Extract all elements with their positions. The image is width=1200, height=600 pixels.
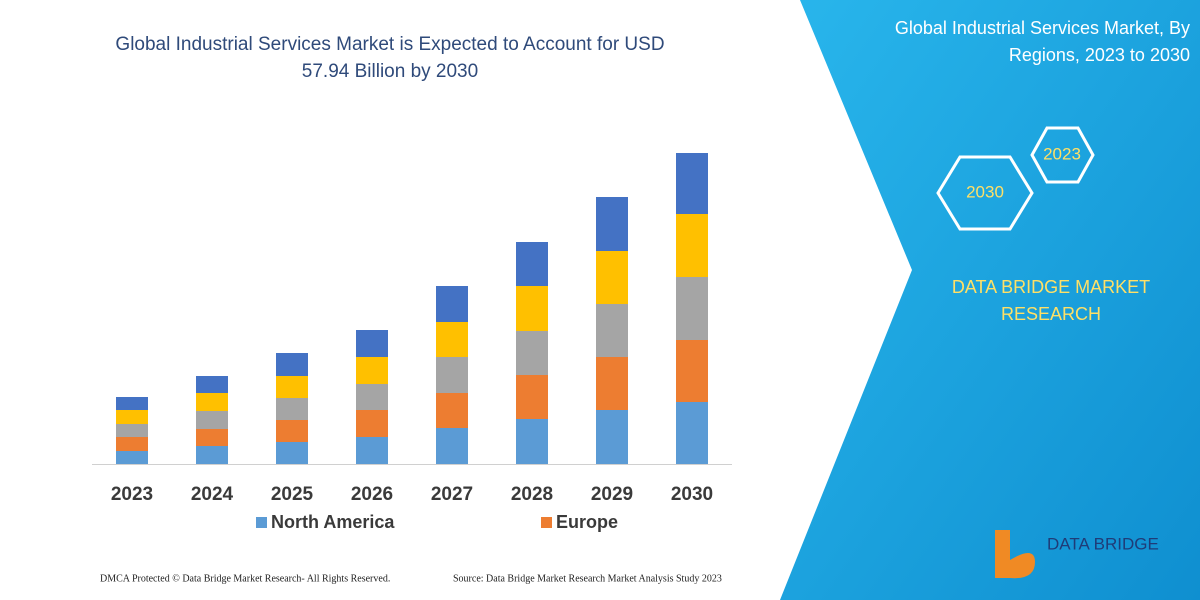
- x-tick-label: 2026: [351, 484, 393, 505]
- bar-segment: [596, 197, 628, 251]
- hexagon: [1030, 126, 1095, 184]
- x-tick-label: 2025: [271, 484, 314, 505]
- bar-segment: [356, 357, 388, 384]
- bar-segment: [676, 277, 708, 340]
- bar-segment: [676, 402, 708, 464]
- footer-text: DMCA Protected © Data Bridge Market Rese…: [100, 573, 390, 584]
- bar-segment: [356, 410, 388, 437]
- legend-label: North America: [271, 512, 395, 532]
- bar-segment: [436, 393, 468, 428]
- bar-segment: [196, 411, 228, 429]
- side-panel: [780, 0, 1200, 600]
- bar-segment: [276, 353, 308, 376]
- bar-segment: [596, 357, 628, 410]
- bar-segment: [436, 357, 468, 393]
- bar-segment: [676, 153, 708, 214]
- bar-segment: [116, 451, 148, 464]
- bar-segment: [196, 393, 228, 411]
- logo-icon: [995, 530, 1035, 579]
- legend-label: Europe: [556, 512, 618, 532]
- legend-swatch: [256, 517, 267, 528]
- bar-segment: [276, 420, 308, 442]
- bar-segment: [596, 304, 628, 357]
- bar-segment: [596, 251, 628, 304]
- bar-segment: [196, 376, 228, 393]
- bar-segment: [276, 442, 308, 464]
- x-tick-label: 2030: [671, 484, 713, 505]
- bar-segment: [116, 424, 148, 437]
- bar-segment: [516, 286, 548, 331]
- legend-swatch: [541, 517, 552, 528]
- x-tick-label: 2023: [111, 484, 153, 505]
- chart-title: 57.94 Billion by 2030: [302, 61, 478, 82]
- bar-segment: [436, 286, 468, 322]
- panel-title: Regions, 2023 to 2030: [1009, 45, 1190, 65]
- bar-segment: [356, 384, 388, 410]
- bar-segment: [516, 242, 548, 286]
- x-tick-label: 2028: [511, 484, 553, 505]
- footer-text: Source: Data Bridge Market Research Mark…: [453, 573, 722, 584]
- panel-title: Global Industrial Services Market, By: [895, 18, 1190, 38]
- hexagon: [936, 155, 1034, 231]
- bar-segment: [276, 376, 308, 398]
- bar-segment: [116, 397, 148, 410]
- chart-title: Global Industrial Services Market is Exp…: [115, 34, 664, 55]
- bar-segment: [516, 331, 548, 375]
- brand-text: DATA BRIDGE MARKET: [952, 277, 1150, 297]
- bar-segment: [676, 214, 708, 277]
- bar-segment: [116, 437, 148, 451]
- bar-segment: [676, 340, 708, 402]
- brand-text: RESEARCH: [1001, 304, 1101, 324]
- bar-segment: [356, 437, 388, 464]
- bar-segment: [596, 410, 628, 464]
- x-tick-label: 2029: [591, 484, 633, 505]
- bar-segment: [196, 429, 228, 446]
- logo-text: DATA BRIDGE: [1047, 534, 1159, 553]
- x-tick-label: 2024: [191, 484, 234, 505]
- hex-label: 2030: [966, 182, 1004, 201]
- bar-segment: [116, 410, 148, 424]
- bar-segment: [436, 322, 468, 357]
- bar-segment: [516, 375, 548, 419]
- bar-segment: [356, 330, 388, 357]
- bar-segment: [516, 419, 548, 464]
- x-tick-label: 2027: [431, 484, 473, 505]
- bar-segment: [436, 428, 468, 464]
- hex-label: 2023: [1043, 144, 1081, 163]
- bar-segment: [196, 446, 228, 464]
- bar-segment: [276, 398, 308, 420]
